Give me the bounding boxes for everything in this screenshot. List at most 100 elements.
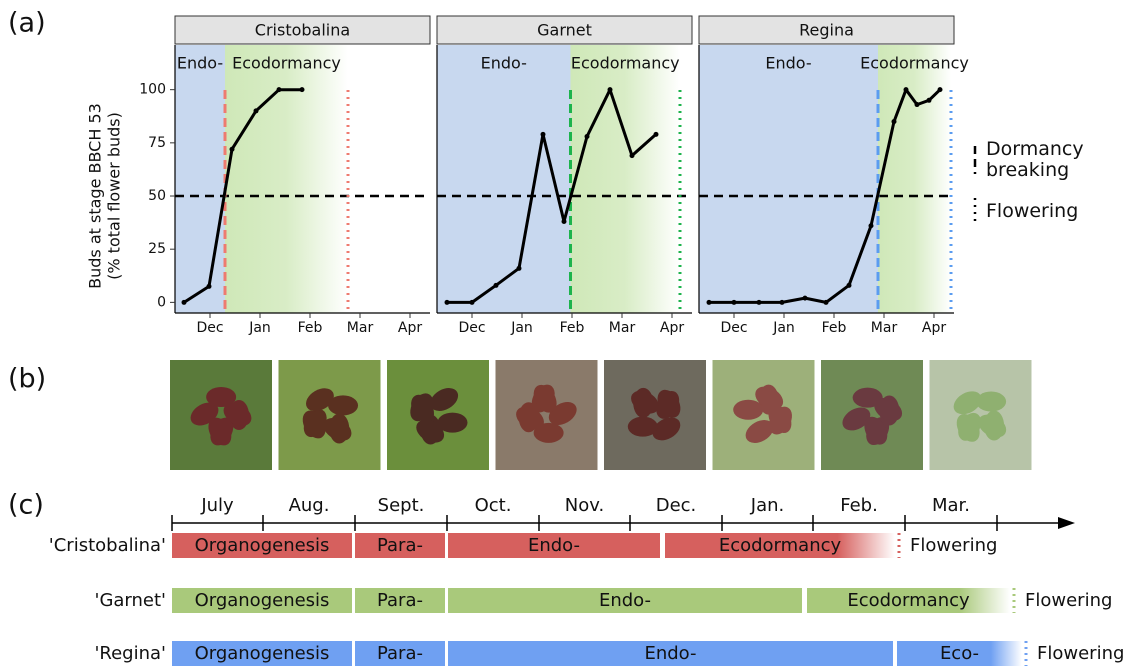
month-label: Aug. bbox=[289, 495, 330, 516]
data-point bbox=[493, 282, 499, 288]
phase-text: Endo- bbox=[599, 590, 651, 611]
data-point bbox=[561, 219, 567, 225]
photo-detail bbox=[627, 416, 658, 437]
photo-detail bbox=[437, 412, 468, 433]
data-point bbox=[607, 87, 613, 93]
data-point bbox=[229, 146, 235, 152]
row-label: 'Regina' bbox=[94, 643, 166, 664]
x-tick-label: Feb bbox=[298, 320, 323, 336]
endo-region bbox=[437, 45, 571, 313]
data-point bbox=[444, 299, 450, 305]
month-label: Nov. bbox=[565, 495, 604, 516]
month-label: Sept. bbox=[378, 495, 425, 516]
data-point bbox=[469, 299, 475, 305]
x-tick-label: Jan bbox=[772, 320, 795, 336]
x-tick-label: Jan bbox=[248, 320, 271, 336]
photo-detail bbox=[657, 389, 681, 418]
data-point bbox=[891, 119, 897, 125]
data-point bbox=[779, 299, 785, 305]
phase-bar bbox=[448, 533, 660, 558]
legend-label: Dormancy breaking bbox=[986, 139, 1084, 181]
phase-bar bbox=[355, 533, 445, 558]
phase-bar bbox=[172, 533, 352, 558]
y-axis-title-line: Buds at stage BBCH 53 bbox=[86, 103, 105, 289]
phase-text: Organogenesis bbox=[195, 643, 330, 664]
panel-label: (b) bbox=[8, 364, 46, 395]
data-point bbox=[868, 223, 874, 229]
photo-detail bbox=[411, 394, 435, 423]
data-point bbox=[516, 265, 522, 271]
endo-region bbox=[175, 45, 225, 313]
photo-detail bbox=[842, 407, 871, 431]
ecodormancy-region bbox=[570, 45, 680, 313]
x-tick-label: Mar bbox=[609, 320, 636, 336]
x-tick-label: Apr bbox=[922, 320, 946, 336]
photo-detail bbox=[953, 391, 982, 415]
x-tick-label: Dec bbox=[196, 320, 223, 336]
data-point bbox=[802, 295, 808, 301]
strip-title: Cristobalina bbox=[255, 21, 350, 40]
x-tick-label: Dec bbox=[720, 320, 747, 336]
y-tick-label: 50 bbox=[148, 188, 166, 204]
photo-detail bbox=[956, 413, 980, 442]
photo-detail bbox=[208, 417, 232, 446]
ecodormancy-region bbox=[225, 45, 348, 313]
photo bbox=[170, 360, 272, 470]
x-tick-label: Jan bbox=[510, 320, 533, 336]
photo-detail bbox=[733, 399, 764, 420]
phase-text: Para- bbox=[377, 535, 423, 556]
y-tick-label: 25 bbox=[148, 241, 166, 257]
endo-region bbox=[699, 45, 878, 313]
photo-detail bbox=[328, 395, 359, 416]
photo-detail bbox=[302, 410, 326, 439]
phase-text: Para- bbox=[377, 643, 423, 664]
x-tick-label: Mar bbox=[871, 320, 898, 336]
photo-detail bbox=[306, 388, 334, 412]
photo bbox=[495, 360, 598, 470]
photo-detail bbox=[652, 417, 681, 441]
x-tick-label: Apr bbox=[660, 320, 684, 336]
data-point bbox=[914, 102, 920, 108]
photo-detail bbox=[874, 398, 903, 421]
phase-text: Endo- bbox=[528, 535, 580, 556]
month-label: Feb. bbox=[840, 495, 878, 516]
phase-label: Endo- bbox=[765, 54, 811, 73]
legend-item: Flowering bbox=[986, 201, 1078, 222]
phase-bar bbox=[897, 641, 1022, 666]
phase-text: Organogenesis bbox=[195, 590, 330, 611]
phase-bar bbox=[448, 641, 893, 666]
month-label: Mar. bbox=[932, 495, 970, 516]
x-tick-label: Feb bbox=[822, 320, 847, 336]
data-point bbox=[299, 87, 305, 93]
panel-label: (c) bbox=[8, 490, 44, 521]
phase-text: Eco- bbox=[940, 643, 979, 664]
x-tick-label: Dec bbox=[458, 320, 485, 336]
phase-bar bbox=[665, 533, 895, 558]
legend-item: Dormancy breaking bbox=[986, 139, 1084, 181]
phase-label: Ecodormancy bbox=[860, 54, 969, 73]
strip bbox=[436, 15, 693, 45]
x-tick-label: Apr bbox=[398, 320, 422, 336]
photo-detail bbox=[631, 390, 659, 414]
end-label: Flowering bbox=[910, 535, 997, 556]
data-line bbox=[447, 88, 657, 304]
photo bbox=[821, 360, 923, 470]
phase-label: Ecodormancy bbox=[571, 54, 680, 73]
data-point bbox=[181, 299, 187, 305]
photo bbox=[278, 360, 381, 470]
phase-text: Para- bbox=[377, 590, 423, 611]
photo-detail bbox=[223, 402, 252, 426]
data-point bbox=[731, 299, 737, 305]
photo-detail bbox=[416, 419, 445, 443]
phase-bar bbox=[355, 588, 445, 613]
data-point bbox=[540, 131, 546, 137]
phase-label: Endo- bbox=[177, 54, 223, 73]
phase-bar bbox=[172, 588, 352, 613]
data-point bbox=[903, 87, 909, 93]
phase-bar bbox=[172, 641, 352, 666]
phase-bar bbox=[807, 588, 1010, 613]
data-point bbox=[253, 108, 259, 114]
end-label: Flowering bbox=[1025, 590, 1112, 611]
y-axis-title-line: (% total flower buds) bbox=[105, 112, 124, 280]
